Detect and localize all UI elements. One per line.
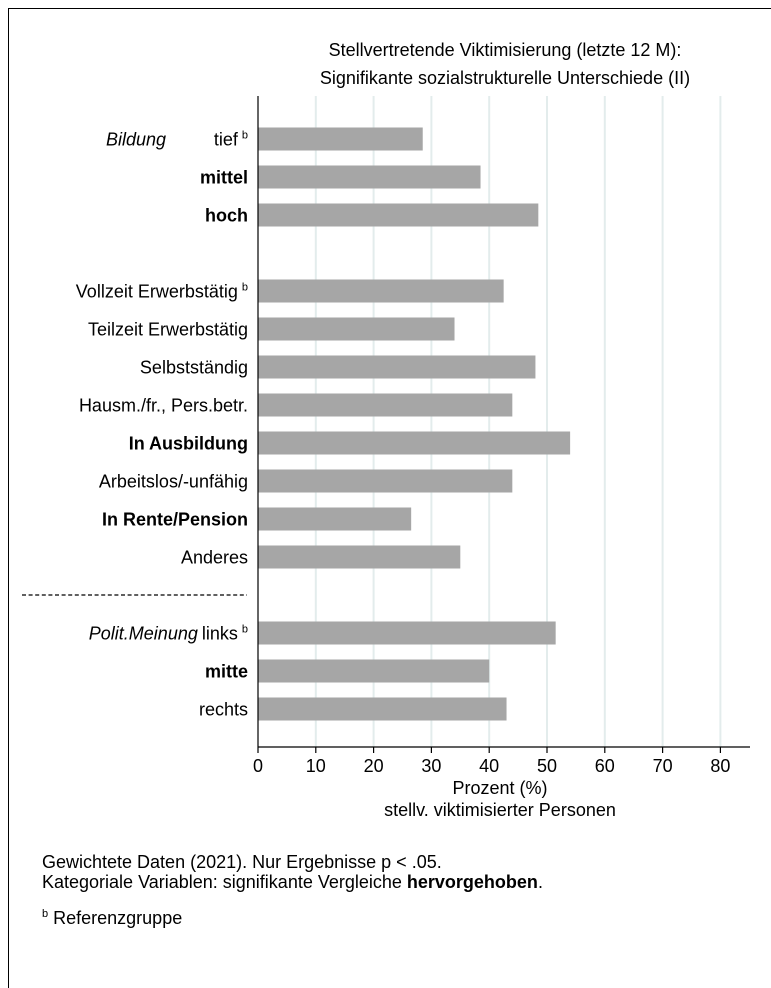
bar [258,469,513,493]
gridlines [314,96,722,747]
category-label: In Ausbildung [129,434,248,454]
reference-marker: b [242,282,248,294]
category-label: Anderes [181,548,248,568]
category-label-text: Vollzeit Erwerbstätig [76,282,238,302]
x-tick-label: 80 [710,756,730,776]
category-label-text: Hausm./fr., Pers.betr. [79,396,248,416]
bar [258,659,490,683]
category-label: Arbeitslos/-unfähig [99,472,248,492]
bar [258,127,423,151]
category-label-text: mitte [205,662,248,682]
x-axis-label-line-1: Prozent (%) [452,778,547,798]
x-tick-label: 60 [595,756,615,776]
x-tick-label: 50 [537,756,557,776]
footnote-line-2-suffix: . [537,872,543,892]
group-label: Polit.Meinung [89,624,198,644]
axes [257,96,750,748]
category-label-text: hoch [205,206,248,226]
category-label: tief b [214,130,248,150]
group-label: Bildung [106,130,166,150]
footnote-reference-sup: b [42,908,49,920]
x-tick-label: 10 [306,756,326,776]
bar [258,507,412,531]
category-label: links b [202,624,248,644]
category-label: Hausm./fr., Pers.betr. [79,396,248,416]
category-label-text: In Rente/Pension [102,510,248,530]
bar [258,203,539,227]
x-tick-label: 0 [253,756,263,776]
category-label-text: mittel [200,168,248,188]
bars [258,127,571,721]
bar [258,697,507,721]
footnote-line-2: Kategoriale Variablen: signifikante Verg… [42,872,543,892]
chart-title-line-2: Signifikante sozialstrukturelle Untersch… [320,68,690,88]
category-label-text: In Ausbildung [129,434,248,454]
bar [258,355,536,379]
category-label: Vollzeit Erwerbstätig b [76,282,248,302]
x-tick-label: 40 [479,756,499,776]
category-label: mittel [200,168,248,188]
figure-frame [8,8,771,988]
bar [258,165,481,189]
footnote-reference: b Referenzgruppe [42,904,182,928]
category-label: mitte [205,662,248,682]
bar [258,621,556,645]
category-label-text: Selbstständig [140,358,248,378]
bar [258,431,571,455]
category-label-text: Anderes [181,548,248,568]
reference-marker: b [242,624,248,636]
category-label: hoch [205,206,248,226]
x-axis-label-line-2: stellv. viktimisierter Personen [384,800,616,820]
chart-title-line-1: Stellvertretende Viktimisierung (letzte … [329,40,682,60]
footnote-line-2-prefix: Kategoriale Variablen: signifikante Verg… [42,872,407,892]
footnote-line-1: Gewichtete Daten (2021). Nur Ergebnisse … [42,852,442,872]
category-label: Selbstständig [140,358,248,378]
bar [258,393,513,417]
x-ticks: 0 10 20 30 40 50 60 70 80 [253,747,730,776]
category-label-text: Arbeitslos/-unfähig [99,472,248,492]
bar [258,279,504,303]
category-label: Teilzeit Erwerbstätig [88,320,248,340]
footnote-reference-text: Referenzgruppe [48,908,183,928]
reference-marker: b [242,130,248,142]
category-label-text: links [202,624,238,644]
category-label-text: rechts [199,700,248,720]
x-tick-label: 30 [421,756,441,776]
category-label-text: Teilzeit Erwerbstätig [88,320,248,340]
bar [258,317,455,341]
x-tick-label: 70 [653,756,673,776]
category-label-text: tief [214,130,239,150]
category-label: In Rente/Pension [102,510,248,530]
bar [258,545,461,569]
footnote-line-2-bold: hervorgehoben [406,872,538,892]
category-label: rechts [199,700,248,720]
x-tick-label: 20 [364,756,384,776]
